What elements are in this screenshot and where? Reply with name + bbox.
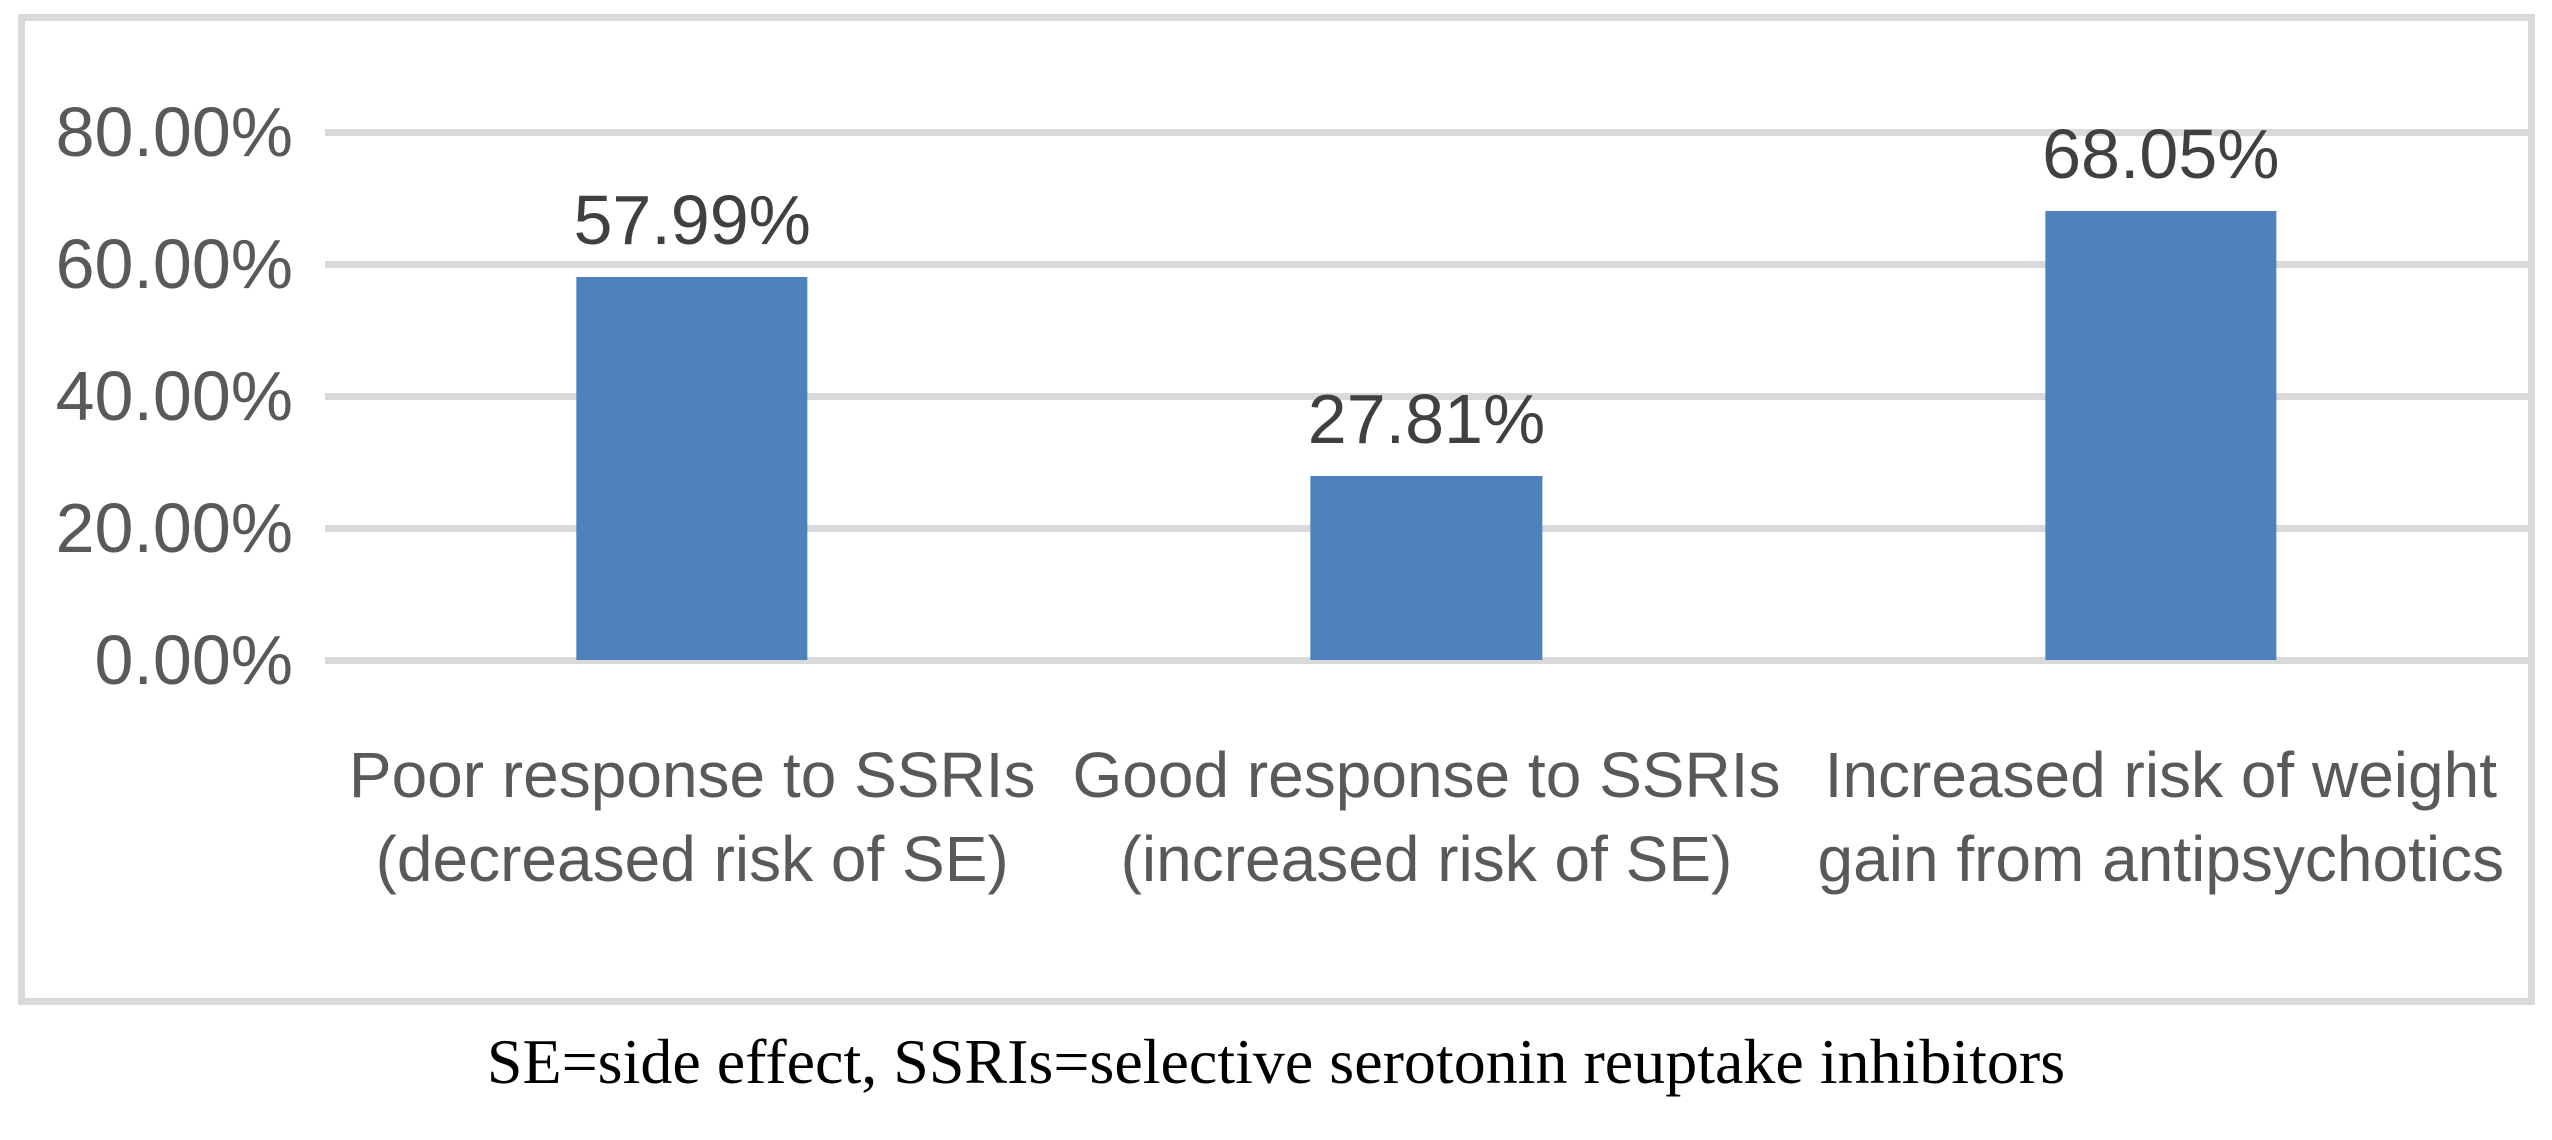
category-label-line: Increased risk of weight bbox=[1824, 739, 2497, 811]
category-label-line: gain from antipsychotics bbox=[1817, 823, 2505, 895]
y-axis-tick-label: 80.00% bbox=[55, 93, 293, 171]
gridline-60pct bbox=[325, 261, 2528, 268]
chart-caption: SE=side effect, SSRIs=selective serotoni… bbox=[486, 1026, 2066, 1097]
plot-area: 57.99% 27.81% 68.05% bbox=[325, 115, 2528, 664]
x-axis-category-label: Good response to SSRIs (increased risk o… bbox=[1059, 733, 1793, 901]
chart-frame: 80.00% 60.00% 40.00% 20.00% 0.00% 57.99%… bbox=[18, 14, 2535, 1005]
y-axis-tick-label: 20.00% bbox=[55, 489, 293, 567]
bar-poor-response bbox=[576, 277, 808, 660]
gridline-40pct bbox=[325, 393, 2528, 400]
bar-value-label: 27.81% bbox=[1307, 380, 1546, 459]
x-axis-category-label: Increased risk of weight gain from antip… bbox=[1794, 733, 2528, 901]
bar-slots: 57.99% 27.81% 68.05% bbox=[325, 115, 2528, 660]
category-label-line: (decreased risk of SE) bbox=[375, 823, 1009, 895]
category-label-line: Poor response to SSRIs bbox=[348, 739, 1036, 811]
bar-slot-good-response: 27.81% bbox=[1059, 132, 1793, 660]
bar-weight-gain bbox=[2045, 210, 2277, 660]
bar-slot-weight-gain: 68.05% bbox=[1794, 115, 2528, 660]
x-axis-category-label: Poor response to SSRIs (decreased risk o… bbox=[325, 733, 1059, 901]
bar-slot-poor-response: 57.99% bbox=[325, 132, 1059, 660]
category-label-line: Good response to SSRIs bbox=[1072, 739, 1781, 811]
y-axis-tick-label: 0.00% bbox=[94, 621, 293, 699]
gridline-0pct-baseline bbox=[325, 657, 2528, 664]
bar-good-response bbox=[1310, 476, 1543, 660]
category-label-line: (increased risk of SE) bbox=[1120, 823, 1733, 895]
gridline-80pct bbox=[325, 129, 2528, 136]
y-axis-tick-label: 40.00% bbox=[55, 357, 293, 435]
y-axis-tick-label: 60.00% bbox=[55, 225, 293, 303]
bar-value-label: 57.99% bbox=[573, 181, 811, 260]
bar-value-label: 68.05% bbox=[2042, 114, 2280, 193]
x-axis-labels: Poor response to SSRIs (decreased risk o… bbox=[325, 733, 2528, 901]
